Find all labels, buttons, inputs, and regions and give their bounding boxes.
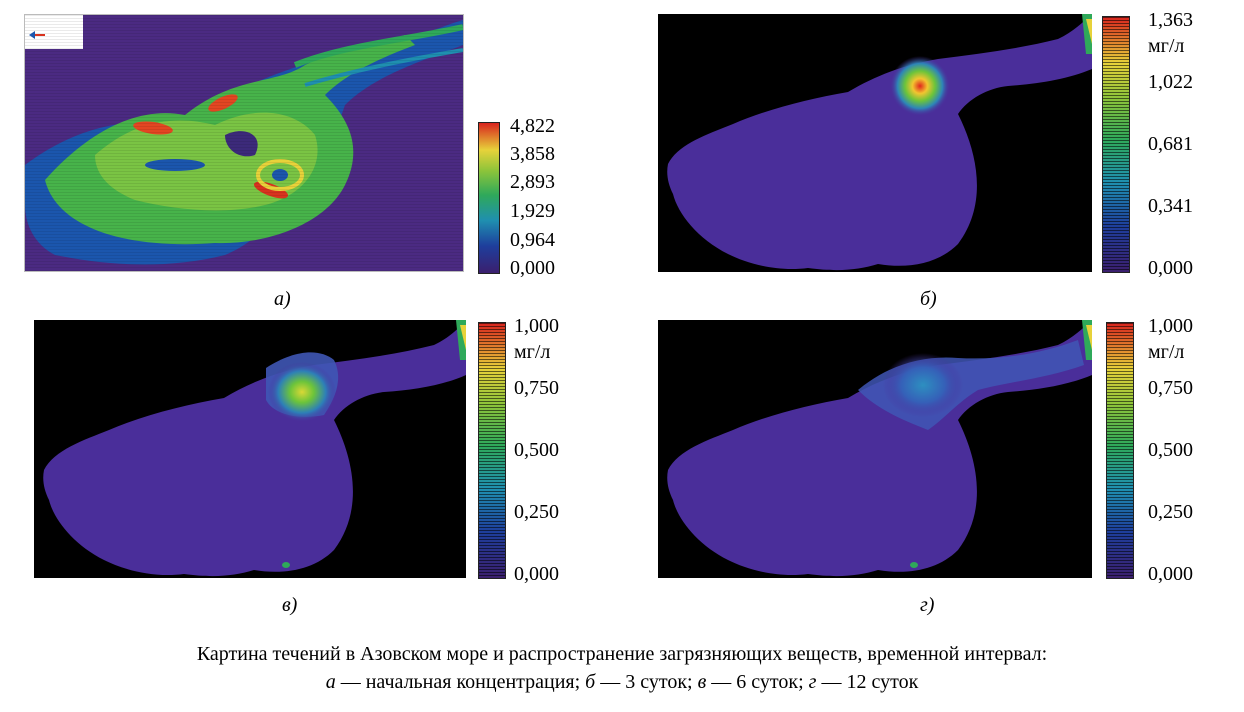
caption-letter-g: г (808, 671, 817, 693)
wind-arrow-icon (29, 31, 45, 39)
caption-line-1: Картина течений в Азовском море и распро… (196, 643, 1048, 665)
colorbar-tick: 1,022 (1148, 71, 1193, 93)
caption-text-a: — начальная концентрация; (335, 671, 586, 693)
panel-v-label: в) (282, 594, 298, 616)
colorbar-tick: 0,500 (1148, 439, 1193, 461)
colorbar-tick: 1,363 (1148, 9, 1193, 31)
colorbar-tick: 0,500 (514, 439, 559, 461)
colorbar-tick: 2,893 (510, 171, 555, 193)
concentration-map (667, 14, 1092, 271)
colorbar-tick: 0,750 (1148, 377, 1193, 399)
figure-caption: Картина течений в Азовском море и распро… (0, 640, 1244, 696)
panel-g-map (658, 320, 1092, 578)
colorbar-tick: 0,250 (514, 501, 559, 523)
panel-a-map (24, 14, 464, 272)
concentration-map (43, 320, 466, 577)
colorbar-unit: мг/л (1148, 35, 1185, 57)
colorbar-tick: 0,000 (514, 563, 559, 585)
panel-v-colorbar (478, 322, 506, 579)
panel-b-colorbar (1102, 16, 1130, 273)
colorbar-unit: мг/л (514, 341, 551, 363)
colorbar-tick: 0,250 (1148, 501, 1193, 523)
panel-a-label: а) (274, 288, 291, 310)
colorbar-tick: 0,000 (1148, 257, 1193, 279)
colorbar-tick: 1,000 (514, 315, 559, 337)
panel-g-colorbar (1106, 322, 1134, 579)
colorbar-tick: 0,750 (514, 377, 559, 399)
caption-letter-b: б (585, 671, 596, 693)
colorbar-tick: 1,929 (510, 200, 555, 222)
caption-text-g: — 12 суток (816, 671, 919, 693)
panel-g-label: г) (920, 594, 935, 616)
concentration-map (667, 320, 1092, 577)
colorbar-tick: 0,341 (1148, 195, 1193, 217)
colorbar-tick: 0,000 (1148, 563, 1193, 585)
colorbar-unit: мг/л (1148, 341, 1185, 363)
current-field-map (25, 15, 463, 271)
panel-b-map (658, 14, 1092, 272)
caption-letter-v: в (697, 671, 707, 693)
caption-line-2: а — начальная концентрация; б — 3 суток;… (0, 668, 1244, 696)
caption-text-b: — 3 суток; (595, 671, 698, 693)
colorbar-tick: 0,000 (510, 257, 555, 279)
panel-a-colorbar (478, 122, 500, 274)
caption-letter-a: а (325, 671, 336, 693)
colorbar-tick: 4,822 (510, 115, 555, 137)
colorbar-tick: 0,681 (1148, 133, 1193, 155)
colorbar-tick: 3,858 (510, 143, 555, 165)
colorbar-tick: 0,964 (510, 229, 555, 251)
caption-text-v: — 6 суток; (706, 671, 809, 693)
panel-b-label: б) (920, 288, 937, 310)
colorbar-tick: 1,000 (1148, 315, 1193, 337)
panel-v-map (34, 320, 466, 578)
